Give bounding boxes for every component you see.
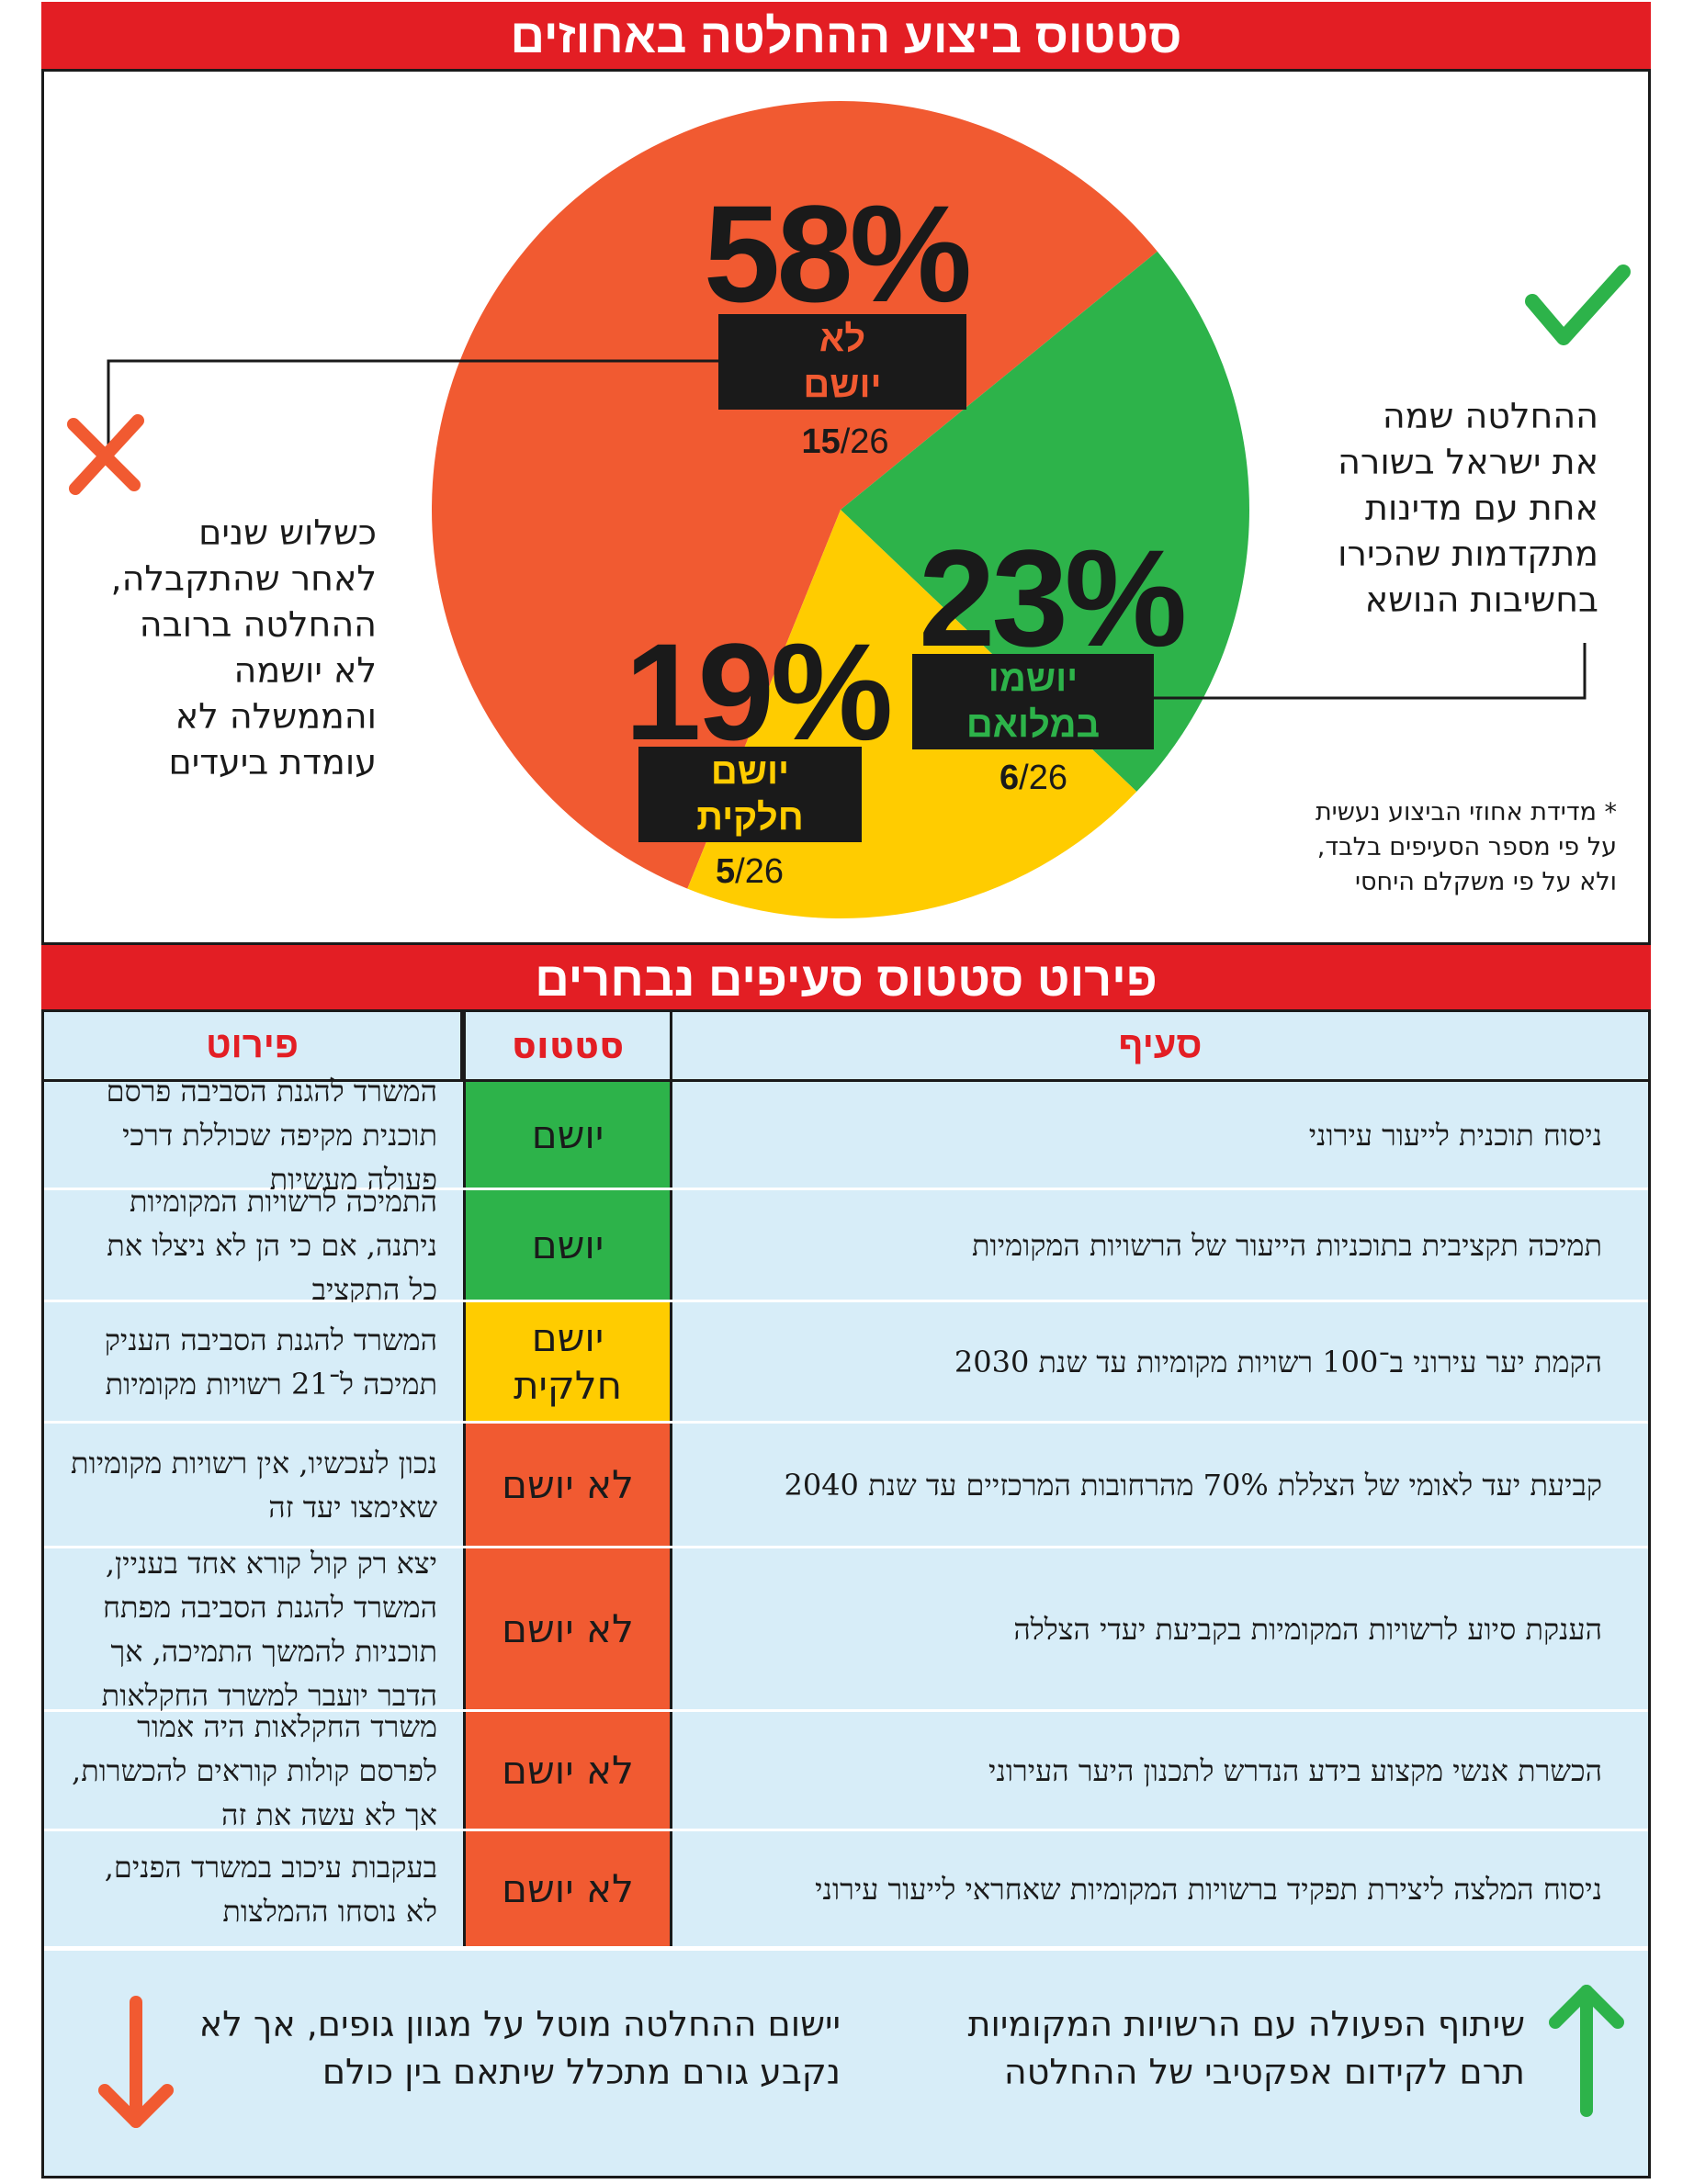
side-left-line: עומדת ביעדים [168, 742, 377, 782]
row-clause: ניסוח המלצה ליצירת תפקיד ברשויות המקומיו… [672, 1831, 1648, 1946]
table-row: ניסוח תוכנית לייעור עירוני יושם המשרד לה… [44, 1074, 1648, 1197]
header-clause: סעיף [672, 1012, 1648, 1079]
side-left-line: והממשלה לא [175, 696, 377, 737]
header-banner: סטטוס ביצוע ההחלטה באחוזים [41, 2, 1651, 72]
footnote: * מדידת אחוזי הביצוע נעשית על פי מספר הס… [1222, 795, 1617, 900]
section-banner: פירוט סטטוס סעיפים נבחרים [41, 942, 1651, 1012]
row-detail: בעקבות עיכוב במשרד הפנים, לא נוסחו ההמלצ… [44, 1831, 463, 1946]
row-clause: הכשרת אנשי מקצוע בידע הנדרש לתכנון היער … [672, 1712, 1648, 1829]
leader-line-left [107, 359, 764, 459]
pie-label-yellow-fraction: 5/26 [658, 852, 841, 892]
pie-label-green-line1: יושמו [988, 659, 1079, 699]
pie-label-red-fraction: 15/26 [753, 422, 937, 462]
side-text-left: כשלוש שנים לאחר שהתקבלה, ההחלטה ברובה לא… [101, 510, 377, 785]
arrow-down-icon [98, 1996, 174, 2128]
row-clause: ניסוח תוכנית לייעור עירוני [672, 1082, 1648, 1188]
table-header: סעיף סטטוס פירוט [44, 1012, 1648, 1082]
leader-line-right [1154, 643, 1587, 700]
table-row: ניסוח המלצה ליצירת תפקיד ברשויות המקומיו… [44, 1831, 1648, 1949]
x-mark-icon [67, 414, 144, 495]
table-row: הקמת יער עירוני ב־100 רשויות מקומיות עד … [44, 1302, 1648, 1424]
footer-positive: שיתוף הפעולה עם הרשויות המקומיות תרם לקי… [967, 2004, 1525, 2092]
pie-label-red-den: /26 [840, 422, 889, 461]
pie-label-red-line1: לא [819, 319, 866, 359]
pie-label-red-box: לא יושם [718, 314, 966, 410]
side-left-line: כשלוש שנים [198, 512, 377, 553]
pie-label-green-num: 6 [999, 759, 1020, 797]
row-status: לא יושם [463, 1712, 672, 1829]
arrow-up-icon [1549, 1985, 1624, 2117]
pie-label-yellow-line1: יושם [710, 751, 790, 792]
row-status: יושם [463, 1190, 672, 1300]
footer-area [44, 1951, 1648, 2176]
header-detail: פירוט [44, 1012, 463, 1079]
row-clause: קביעת יעד לאומי של הצללת 70% מהרחובות המ… [672, 1424, 1648, 1546]
pie-label-yellow-box: יושם חלקית [638, 747, 862, 842]
side-left-line: לא יושמה [233, 650, 378, 691]
status-table: סעיף סטטוס פירוט ניסוח תוכנית לייעור עיר… [44, 1012, 1648, 1949]
table-row: קביעת יעד לאומי של הצללת 70% מהרחובות המ… [44, 1424, 1648, 1548]
side-right-line: אחת עם מדינות [1365, 488, 1598, 528]
pie-label-yellow-den: /26 [735, 852, 784, 891]
footnote-line: על פי מספר הסעיפים בלבד, [1316, 833, 1617, 861]
check-mark-icon [1525, 265, 1631, 345]
row-detail: המשרד להגנת הסביבה העניק תמיכה ל־21 רשוי… [44, 1302, 463, 1421]
table-row: הכשרת אנשי מקצוע בידע הנדרש לתכנון היער … [44, 1709, 1648, 1832]
row-detail: המשרד להגנת הסביבה פרסם תוכנית מקיפה שכו… [44, 1074, 463, 1197]
row-status: יושם [463, 1082, 672, 1188]
footer-negative: יישום ההחלטה מוטל על מגוון גופים, אך לא … [198, 2004, 841, 2092]
pie-label-yellow-num: 5 [716, 852, 736, 891]
row-clause: הקמת יער עירוני ב־100 רשויות מקומיות עד … [672, 1302, 1648, 1421]
row-status: יושם חלקית [463, 1302, 672, 1421]
pie-label-red-num: 15 [801, 422, 841, 461]
footnote-line: ולא על פי משקלם היחסי [1355, 868, 1617, 896]
table-row: הענקת סיוע לרשויות המקומיות בקביעת יעדי … [44, 1546, 1648, 1713]
side-right-line: מתקדמות שהכירו [1338, 534, 1598, 574]
row-status: לא יושם [463, 1548, 672, 1709]
side-right-line: את ישראל בשורה [1338, 442, 1598, 482]
pie-label-green-percent: 23% [919, 521, 1187, 675]
pie-label-green-den: /26 [1019, 759, 1067, 797]
pie-label-green-fraction: 6/26 [942, 759, 1125, 798]
pie-label-red-line2: יושם [803, 365, 882, 405]
pie-label-red-percent: 58% [703, 176, 972, 331]
header-status: סטטוס [463, 1012, 672, 1079]
row-clause: תמיכה תקציבית בתוכניות הייעור של הרשויות… [672, 1190, 1648, 1300]
row-status: לא יושם [463, 1424, 672, 1546]
pie-label-yellow-line2: חלקית [696, 797, 804, 838]
side-right-line: ההחלטה שמה [1382, 396, 1598, 436]
side-text-right: ההחלטה שמה את ישראל בשורה אחת עם מדינות … [1268, 393, 1598, 623]
row-detail: יצא רק קול קורא אחד בעניין, המשרד להגנת … [44, 1546, 463, 1713]
side-left-line: לאחר שהתקבלה, [110, 558, 377, 599]
row-status: לא יושם [463, 1831, 672, 1946]
footnote-line: * מדידת אחוזי הביצוע נעשית [1315, 798, 1617, 827]
side-right-line: בחשיבות הנושא [1364, 580, 1598, 620]
pie-label-green-line2: במלואם [966, 704, 1101, 745]
pie-label-yellow-percent: 19% [625, 614, 893, 769]
row-detail: משרד החקלאות היה אמור לפרסם קולות קוראים… [44, 1709, 463, 1832]
pie-slice-not-implemented [431, 100, 1158, 889]
row-clause: הענקת סיוע לרשויות המקומיות בקביעת יעדי … [672, 1548, 1648, 1709]
side-left-line: ההחלטה ברובה [139, 604, 377, 645]
pie-label-green-box: יושמו במלואם [912, 654, 1154, 749]
row-detail: נכון לעכשיו, אין רשויות מקומיות שאימצו י… [44, 1424, 463, 1546]
